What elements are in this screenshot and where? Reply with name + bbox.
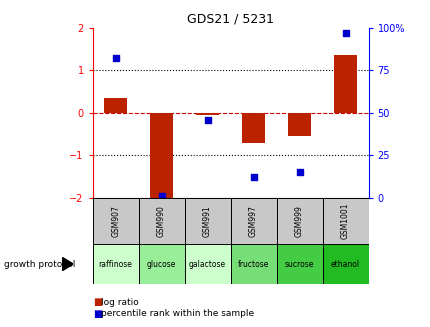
Bar xyxy=(138,198,184,244)
Title: GDS21 / 5231: GDS21 / 5231 xyxy=(187,12,273,25)
Text: GSM999: GSM999 xyxy=(295,205,303,237)
Polygon shape xyxy=(62,258,73,271)
Bar xyxy=(242,113,264,144)
Point xyxy=(295,170,302,175)
Text: glucose: glucose xyxy=(147,260,176,268)
Bar xyxy=(230,244,276,284)
Text: ■: ■ xyxy=(92,298,101,307)
Text: sucrose: sucrose xyxy=(284,260,313,268)
Bar xyxy=(196,113,218,115)
Point xyxy=(249,175,256,180)
Text: log ratio: log ratio xyxy=(101,298,139,307)
Text: growth protocol: growth protocol xyxy=(4,260,76,268)
Bar xyxy=(92,198,138,244)
Point xyxy=(204,117,211,122)
Bar xyxy=(276,198,322,244)
Bar xyxy=(333,55,356,113)
Bar xyxy=(184,198,230,244)
Bar xyxy=(230,198,276,244)
Text: GSM997: GSM997 xyxy=(249,205,258,237)
Text: galactose: galactose xyxy=(189,260,226,268)
Bar xyxy=(276,244,322,284)
Text: raffinose: raffinose xyxy=(98,260,132,268)
Bar xyxy=(322,198,368,244)
Bar xyxy=(322,244,368,284)
Bar xyxy=(138,244,184,284)
Text: ethanol: ethanol xyxy=(330,260,359,268)
Text: GSM991: GSM991 xyxy=(203,205,212,237)
Text: ■: ■ xyxy=(92,309,101,319)
Point xyxy=(341,30,348,36)
Text: percentile rank within the sample: percentile rank within the sample xyxy=(101,309,254,318)
Bar xyxy=(92,244,138,284)
Point xyxy=(158,194,165,199)
Bar xyxy=(104,98,127,113)
Bar xyxy=(287,113,310,136)
Bar xyxy=(150,113,173,198)
Text: GSM1001: GSM1001 xyxy=(340,202,349,239)
Point xyxy=(112,56,119,61)
Text: GSM990: GSM990 xyxy=(157,205,166,237)
Text: fructose: fructose xyxy=(237,260,269,268)
Bar xyxy=(184,244,230,284)
Text: GSM907: GSM907 xyxy=(111,205,120,237)
